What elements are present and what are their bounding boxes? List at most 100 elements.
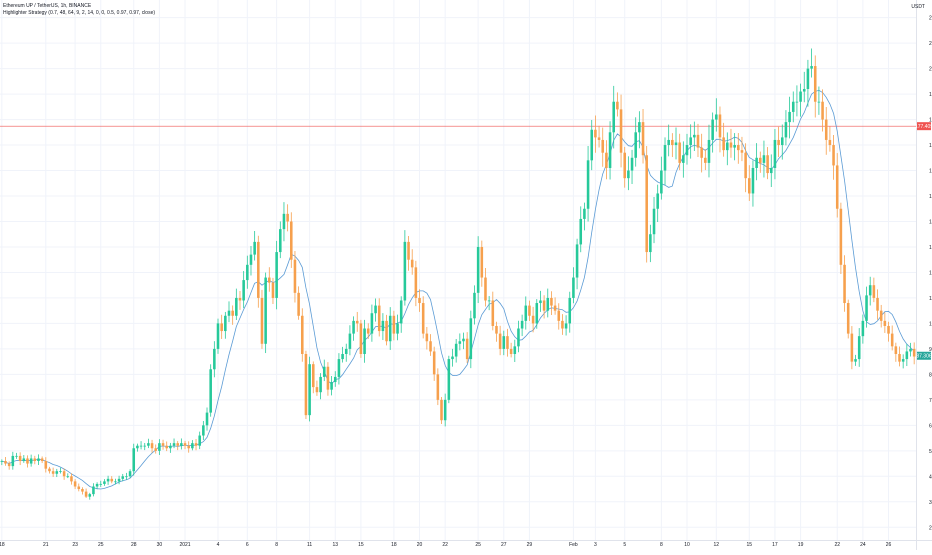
candle-body (887, 326, 890, 334)
x-tick-label: 22 (834, 542, 840, 548)
candle-body (865, 295, 868, 320)
candle-body (110, 479, 113, 482)
candle-body (612, 102, 615, 133)
candle-body (41, 458, 44, 461)
candle-body (151, 443, 154, 448)
x-tick-label: 28 (131, 542, 137, 548)
candle-body (125, 476, 128, 477)
candle-body (506, 336, 509, 349)
candle-body (8, 464, 11, 467)
candle-body (521, 321, 524, 329)
candle-body (598, 137, 601, 140)
candle-body (382, 321, 385, 331)
candle-body (239, 298, 242, 301)
candle-body (678, 143, 681, 163)
ma-line (2, 90, 914, 489)
candle-body (785, 122, 788, 137)
candle-body (209, 369, 212, 412)
candle-body (374, 306, 377, 314)
candle-body (748, 178, 751, 193)
candle-body (363, 329, 366, 354)
candle-body (301, 316, 304, 354)
candle-body (803, 89, 806, 92)
candle-body (451, 357, 454, 360)
candle-body (726, 143, 729, 151)
candle-body (154, 448, 157, 451)
x-tick-label: 21 (43, 542, 49, 548)
candle-body (455, 344, 458, 357)
candle-body (891, 334, 894, 347)
x-tick-label: 15 (747, 542, 753, 548)
candle-body (821, 102, 824, 120)
x-tick-label: 23 (72, 542, 78, 548)
candle-body (45, 461, 48, 469)
candle-body (389, 316, 392, 341)
alert-price-badge-text: 177.409 (915, 124, 932, 130)
candle-body (1, 461, 4, 462)
candle-body (752, 168, 755, 193)
symbol-title[interactable]: Ethereum UP / TetherUS, 1h, BINANCE (3, 3, 155, 10)
candle-body (737, 145, 740, 150)
candle-body (114, 481, 117, 482)
candle-body (781, 137, 784, 145)
candle-body (253, 242, 256, 255)
candle-body (711, 120, 714, 140)
candle-body (719, 114, 722, 137)
candle-body (217, 323, 220, 348)
candle-body (242, 280, 245, 300)
candle-body (195, 443, 198, 446)
candle-body (667, 140, 670, 145)
x-tick-label: 11 (307, 542, 312, 548)
candle-body (686, 145, 689, 155)
candle-body (352, 321, 355, 334)
candle-body (52, 471, 55, 474)
candle-body (590, 130, 593, 161)
price-axis[interactable]: 20.00030.00040.00050.00060.00070.00080.0… (917, 0, 932, 550)
candle-body (576, 244, 579, 277)
candle-body (546, 298, 549, 311)
candle-body (840, 209, 843, 265)
x-tick-label: 2021 (179, 542, 190, 548)
last-price-badge-text: 87.306 (916, 354, 932, 360)
candle-body (48, 469, 51, 472)
candle-body (407, 242, 410, 260)
candle-body (118, 479, 121, 482)
candle-body (220, 323, 223, 331)
candle-body (847, 303, 850, 334)
candle-body (873, 285, 876, 298)
candle-body (88, 494, 91, 497)
candle-body (862, 321, 865, 336)
candle-body (228, 311, 231, 316)
indicator-label[interactable]: Highlighter Strategy (0.7, 48, 64, 9, 2,… (3, 10, 155, 17)
candle-body (330, 382, 333, 390)
candle-body (257, 242, 260, 298)
candle-body (444, 400, 447, 420)
candle-body (169, 446, 172, 449)
candle-body (345, 349, 348, 354)
candle-body (517, 329, 520, 347)
candle-layer (1, 49, 916, 500)
candle-body (503, 336, 506, 349)
candle-body (250, 255, 253, 265)
candle-body (898, 354, 901, 362)
candle-body (411, 260, 414, 268)
candle-body (477, 247, 480, 293)
candle-body (184, 443, 187, 446)
candle-body (173, 443, 176, 446)
candle-body (349, 334, 352, 349)
candle-body (557, 311, 560, 321)
candle-body (268, 278, 271, 283)
candle-body (429, 341, 432, 351)
candle-body (19, 456, 22, 461)
candle-body (96, 484, 99, 487)
candle-body (909, 349, 912, 352)
candle-body (601, 140, 604, 153)
candle-body (360, 323, 363, 354)
candle-body (283, 214, 286, 229)
candle-body (539, 300, 542, 303)
candle-body (774, 140, 777, 168)
candle-body (448, 359, 451, 400)
